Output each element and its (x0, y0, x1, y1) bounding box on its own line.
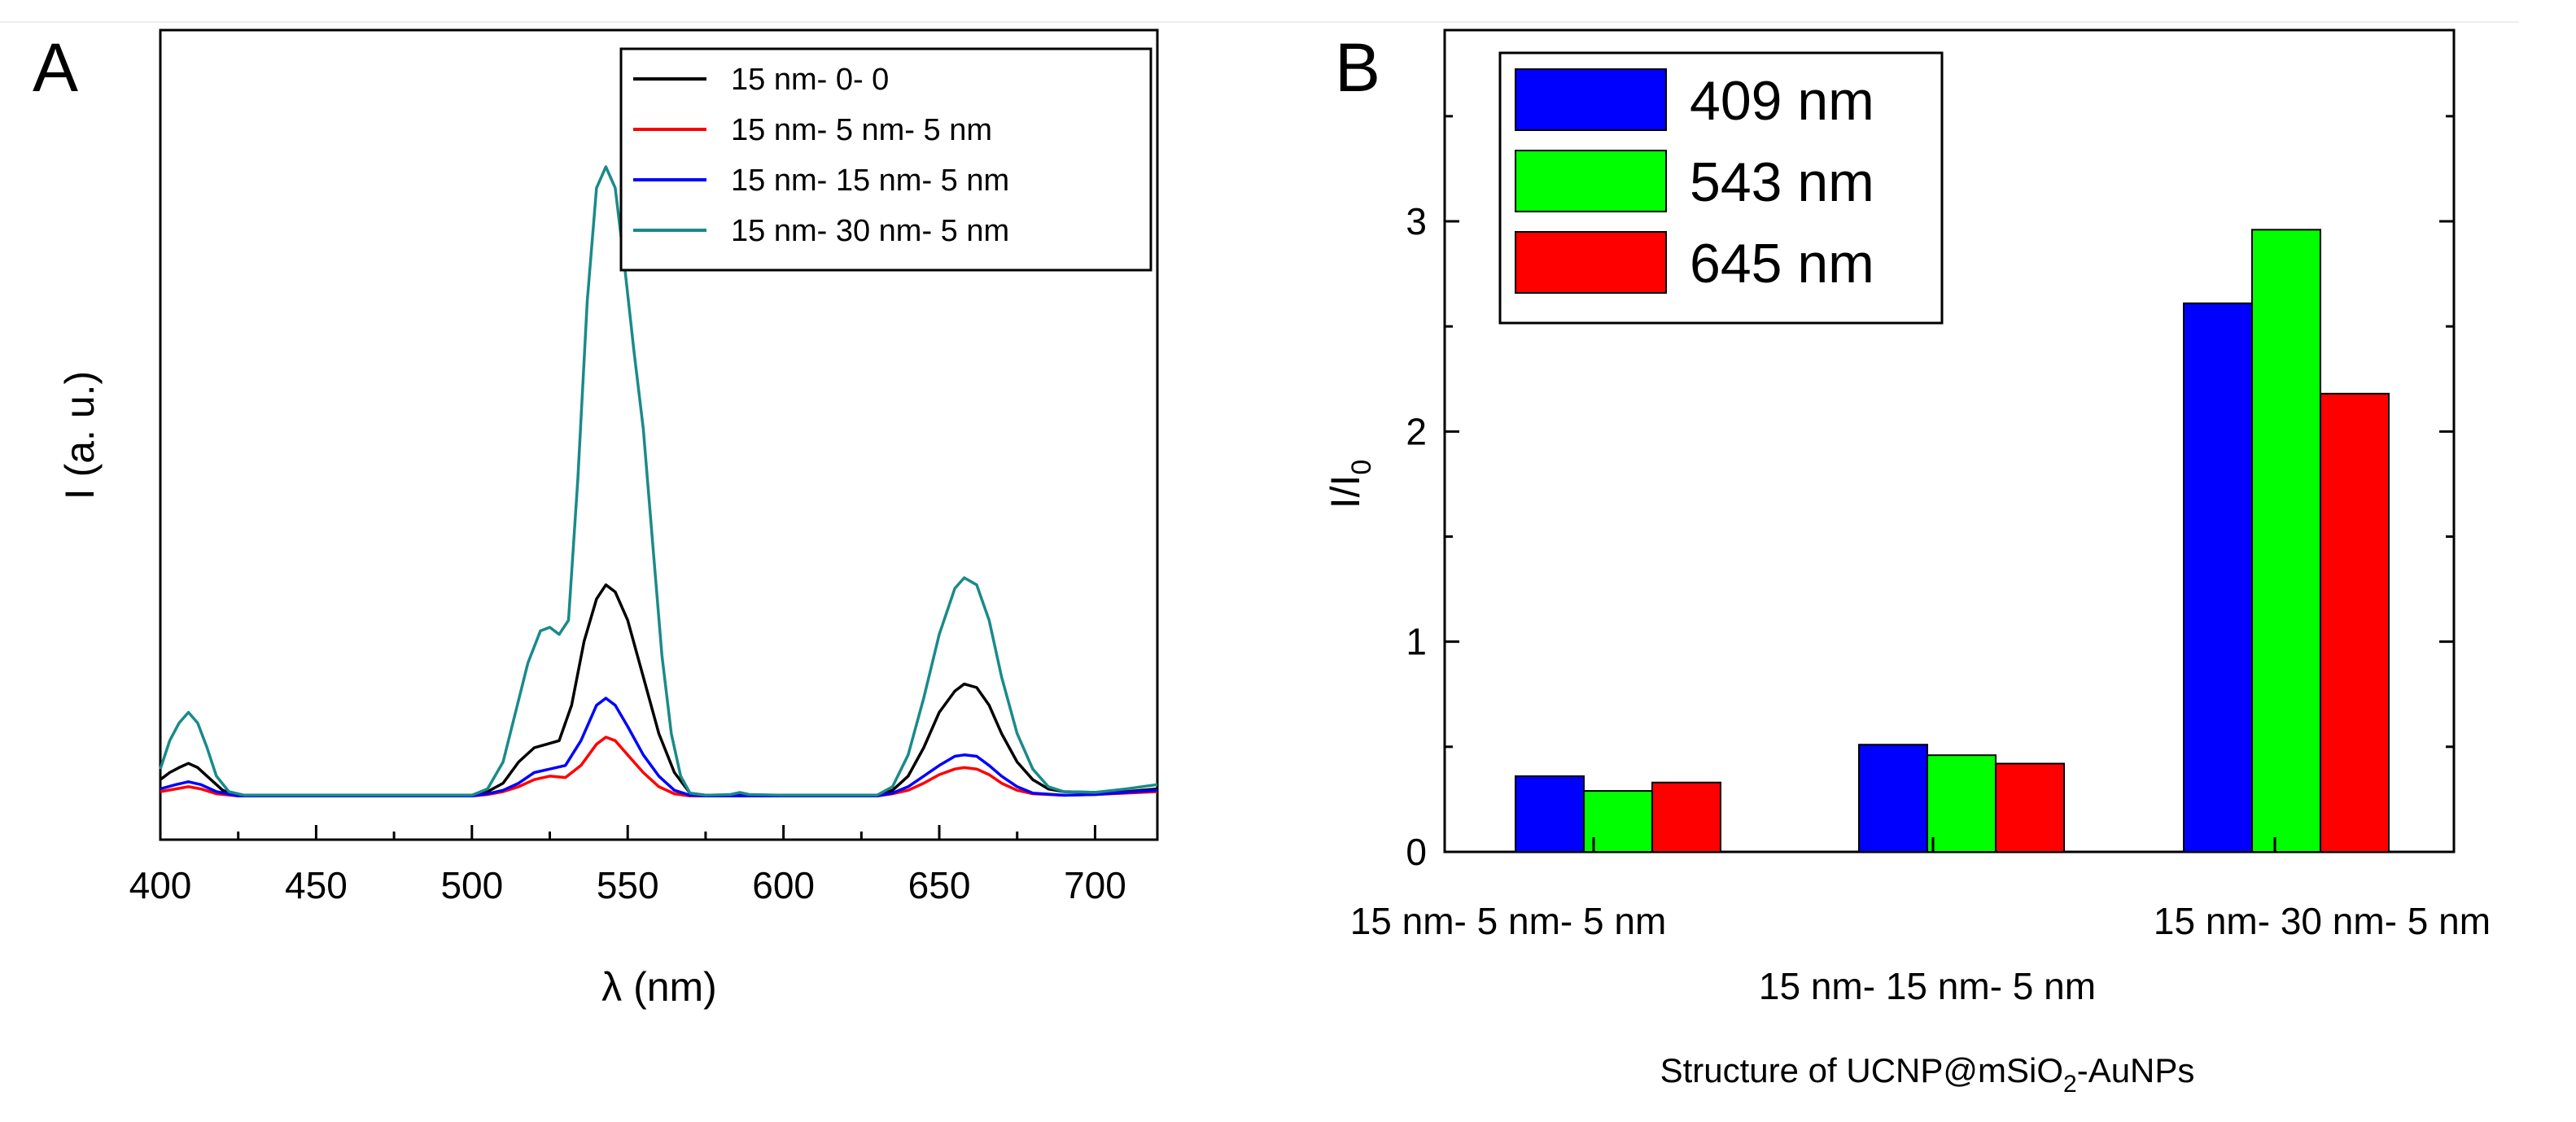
bar-2-645-nm (1995, 762, 2065, 853)
panel-b-bars (1515, 229, 2390, 854)
x-title-post: -AuNPs (2077, 1051, 2195, 1089)
panel-a-letter: A (33, 29, 78, 106)
y-title-subscript: 0 (1346, 460, 1377, 475)
x-tick-label-550: 550 (597, 864, 659, 906)
bar-3-543-nm (2251, 229, 2321, 854)
y-tick-label-0: 0 (1406, 831, 1427, 873)
panel-a-legend: 15 nm- 0- 0 15 nm- 5 nm- 5 nm 15 nm- 15 nm… (619, 47, 1152, 272)
y-tick-label-1: 1 (1406, 621, 1427, 663)
legend-a-label-2: 15 nm- 5 nm- 5 nm (731, 113, 992, 147)
panel-a-frame (159, 28, 1159, 841)
x-tick-label-500: 500 (440, 864, 503, 906)
category-label-2: 15 nm- 15 nm- 5 nm (1759, 965, 2096, 1007)
panel-b-letter: B (1335, 29, 1380, 106)
category-label-3: 15 nm- 30 nm- 5 nm (2154, 900, 2491, 942)
legend-b-swatch-3 (1515, 231, 1667, 294)
x-title-subscript: 2 (2063, 1071, 2077, 1098)
y-tick-label-2: 2 (1406, 410, 1427, 452)
legend-a-label-1: 15 nm- 0- 0 (731, 63, 889, 97)
x-title-pre: Structure of UCNP@mSiO (1660, 1051, 2063, 1089)
bar-2-409-nm (1858, 744, 1928, 853)
panel-a-x-axis-title: λ (nm) (601, 964, 717, 1010)
x-tick-label-450: 450 (285, 864, 348, 906)
panel-b-legend: 409 nm 543 nm 645 nm (1498, 51, 1944, 325)
series-line-4 (159, 165, 1158, 797)
series-line-3 (160, 696, 1158, 798)
panel-a-legend-box (619, 47, 1152, 272)
y-tick-label-3: 3 (1406, 200, 1427, 242)
bar-3-645-nm (2320, 392, 2390, 854)
bar-2-543-nm (1927, 754, 1997, 854)
panel-a-series-lines (159, 165, 1158, 798)
panel-b-bar-chart: B 0 1 2 3 15 nm- 5 nm- 5 nm 15 nm- 15 nm- 5 … (1323, 28, 2491, 1098)
x-tick-label-650: 650 (908, 864, 971, 906)
bar-1-645-nm (1651, 781, 1721, 853)
legend-b-swatch-2 (1515, 150, 1667, 212)
panel-b-category-labels: 15 nm- 5 nm- 5 nm 15 nm- 15 nm- 5 nm 15 nm… (1350, 900, 2491, 1007)
panel-b-x-axis-title: Structure of UCNP@mSiO2-AuNPs (1660, 1051, 2195, 1098)
legend-b-label-3: 645 nm (1690, 233, 1874, 295)
panel-a-x-ticks: 400 450 500 550 600 650 700 (129, 825, 1126, 906)
y-title-main: I/I (1323, 475, 1368, 509)
legend-b-swatch-1 (1515, 68, 1667, 131)
legend-b-label-2: 543 nm (1690, 151, 1874, 213)
x-tick-label-400: 400 (129, 864, 192, 906)
bar-3-409-nm (2183, 302, 2253, 853)
category-label-1: 15 nm- 5 nm- 5 nm (1350, 900, 1667, 942)
legend-a-label-3: 15 nm- 15 nm- 5 nm (731, 164, 1009, 198)
x-tick-label-700: 700 (1064, 864, 1126, 906)
legend-a-label-4: 15 nm- 30 nm- 5 nm (731, 214, 1009, 248)
panel-b-y-axis-title: I/I0 (1323, 460, 1377, 509)
panel-a-line-chart: A 400 450 500 550 600 650 700 λ (nm) I (a. u.)… (33, 28, 1159, 1010)
x-tick-label-600: 600 (752, 864, 815, 906)
legend-b-label-1: 409 nm (1690, 70, 1874, 132)
panel-a-y-axis-title: I (a. u.) (57, 371, 103, 500)
bar-1-409-nm (1515, 775, 1585, 853)
panel-b-y-ticks: 0 1 2 3 (1406, 115, 2454, 873)
